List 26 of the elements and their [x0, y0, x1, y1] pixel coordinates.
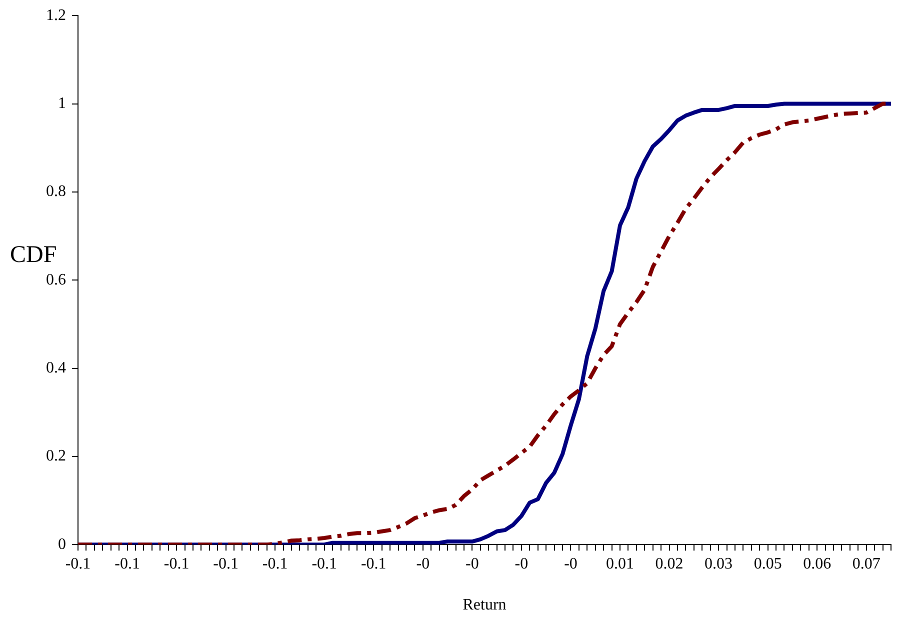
y-tick-label: 0.4 [46, 359, 66, 376]
x-tick-label: -0 [466, 555, 479, 572]
x-tick-label: 0.02 [655, 555, 684, 572]
x-tick-label: -0.1 [262, 555, 288, 572]
y-tick-label: 0.6 [46, 271, 66, 288]
y-tick-label: 1.2 [46, 6, 66, 24]
x-tick-label: -0 [416, 555, 430, 572]
y-axis-title: CDF [10, 242, 57, 269]
x-tick-label: -0 [564, 555, 578, 572]
x-tick-label: -0.1 [312, 555, 338, 572]
x-tick-label: 0.07 [852, 555, 880, 572]
y-tick-label: 0 [58, 536, 66, 553]
x-tick-label: -0.1 [114, 555, 140, 572]
x-tick-label: -0.1 [164, 555, 190, 572]
x-tick-label: -0.1 [65, 555, 91, 572]
x-tick-label: -0.1 [213, 555, 238, 572]
x-tick-label: 0.01 [606, 555, 634, 572]
y-tick-label: 0.8 [46, 183, 66, 200]
y-tick-label: 1 [58, 94, 66, 112]
x-axis-title: Return [462, 596, 506, 614]
x-tick-label: -0.1 [360, 555, 386, 572]
x-tick-label: 0.03 [704, 555, 733, 572]
y-tick-label: 0.2 [46, 448, 66, 465]
x-tick-label: 0.06 [803, 555, 832, 572]
x-tick-label: 0.05 [754, 555, 782, 572]
x-tick-label: -0 [514, 555, 528, 572]
